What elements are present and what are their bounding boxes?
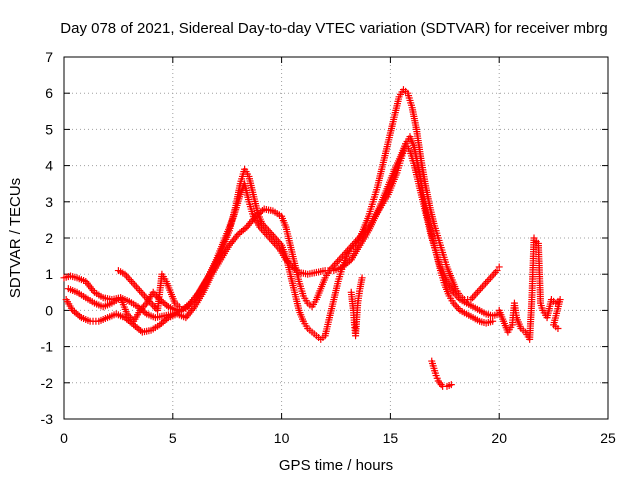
data-point (129, 279, 137, 287)
y-tick-label: 7 (45, 49, 53, 65)
data-point (131, 281, 139, 289)
data-point (126, 276, 134, 284)
y-tick-label: 4 (45, 158, 53, 174)
data-point (470, 292, 478, 300)
data-point (150, 303, 158, 311)
data-marks (60, 86, 564, 390)
x-tick-label: 10 (274, 430, 290, 446)
data-point (134, 285, 142, 293)
chart-title: Day 078 of 2021, Sidereal Day-to-day VTE… (60, 20, 607, 37)
y-tick-label: 2 (45, 230, 53, 246)
data-point (132, 283, 140, 291)
data-point (475, 286, 483, 294)
data-point (485, 276, 493, 284)
x-tick-label: 25 (600, 430, 616, 446)
data-point (486, 274, 494, 282)
data-point (472, 290, 480, 298)
data-point (469, 294, 477, 302)
data-point (137, 288, 145, 296)
data-point (554, 325, 562, 332)
data-point (483, 277, 491, 285)
data-point (453, 303, 461, 311)
axis-ticks: 0 5 10 15 20 25 -3 -2 -1 0 1 2 3 4 5 6 7 (41, 49, 616, 446)
data-point (451, 301, 459, 309)
y-tick-label: -1 (41, 339, 54, 355)
data-point (491, 268, 499, 276)
data-point (124, 274, 132, 282)
data-point (127, 277, 135, 285)
y-axis-label: SDTVAR / TECUs (7, 178, 24, 298)
x-tick-label: 20 (491, 430, 507, 446)
data-point (330, 261, 338, 269)
data-point (530, 234, 538, 242)
data-point (447, 381, 455, 389)
y-tick-label: 3 (45, 194, 53, 210)
grid (64, 57, 608, 419)
y-tick-label: 6 (45, 85, 53, 101)
data-point (136, 286, 144, 294)
data-point (488, 272, 496, 280)
data-point (477, 285, 485, 293)
data-point (142, 294, 150, 302)
data-point (495, 263, 503, 271)
data-point (139, 290, 147, 298)
x-tick-label: 0 (60, 430, 68, 446)
data-point (482, 279, 490, 287)
x-tick-label: 15 (383, 430, 399, 446)
data-point (493, 267, 501, 275)
y-tick-label: -3 (41, 411, 54, 427)
data-point (490, 270, 498, 278)
data-point (175, 303, 183, 311)
plot-frame (63, 56, 609, 420)
data-point (480, 281, 488, 289)
data-point (473, 288, 481, 296)
x-tick-label: 5 (169, 430, 177, 446)
x-axis-label: GPS time / hours (279, 457, 393, 474)
data-point (334, 258, 342, 266)
data-point (358, 274, 366, 282)
y-tick-label: 0 (45, 302, 53, 318)
data-point (149, 301, 157, 309)
data-point (478, 283, 486, 291)
y-tick-label: 5 (45, 121, 53, 137)
y-tick-label: -2 (41, 375, 54, 391)
y-tick-label: 1 (45, 266, 53, 282)
data-point (489, 317, 497, 325)
